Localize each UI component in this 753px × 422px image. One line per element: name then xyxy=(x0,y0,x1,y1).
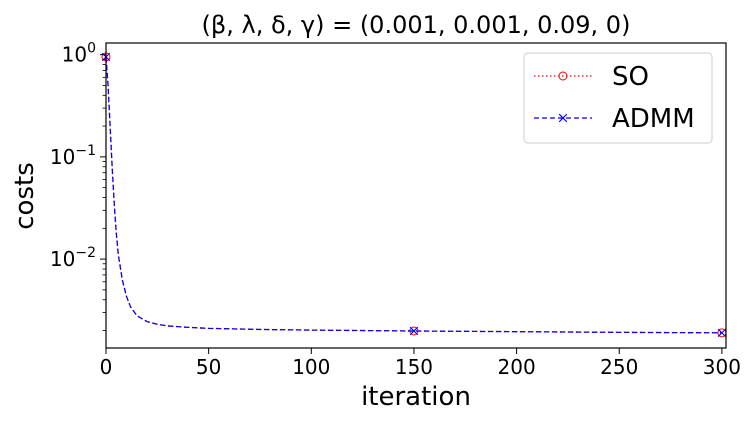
x-axis-label: iteration xyxy=(361,382,471,412)
x-axis: 0 50 100 150 200 250 300 xyxy=(100,348,741,379)
y-tick-label: 10−1 xyxy=(50,143,96,169)
series-marker-admm xyxy=(717,328,727,338)
x-tick-label: 0 xyxy=(100,355,113,379)
x-tick-label: 150 xyxy=(395,355,433,379)
plot-frame xyxy=(105,42,727,349)
legend-marker-admm xyxy=(558,113,568,123)
x-tick-label: 250 xyxy=(600,355,638,379)
legend-marker-so xyxy=(558,71,568,81)
chart-title: (β, λ, δ, γ) = (0.001, 0.001, 0.09, 0) xyxy=(202,11,631,39)
y-tick-label: 10−2 xyxy=(50,245,96,271)
plot-marks xyxy=(101,52,727,338)
legend-items: SO ADMM xyxy=(534,62,695,134)
y-tick-label: 100 xyxy=(62,41,96,67)
series-marker-admm xyxy=(409,326,419,336)
legend-label-admm: ADMM xyxy=(612,104,695,134)
series-line-admm xyxy=(105,56,722,334)
x-tick-label: 50 xyxy=(196,355,221,379)
x-tick-label: 200 xyxy=(498,355,536,379)
legend-label-so: SO xyxy=(612,62,649,92)
y-axis-label: costs xyxy=(10,162,40,230)
x-tick-label: 300 xyxy=(703,355,741,379)
legend: SO ADMM xyxy=(523,52,713,144)
x-tick-label: 100 xyxy=(292,355,330,379)
y-axis: 100 10−1 10−2 xyxy=(50,41,106,331)
